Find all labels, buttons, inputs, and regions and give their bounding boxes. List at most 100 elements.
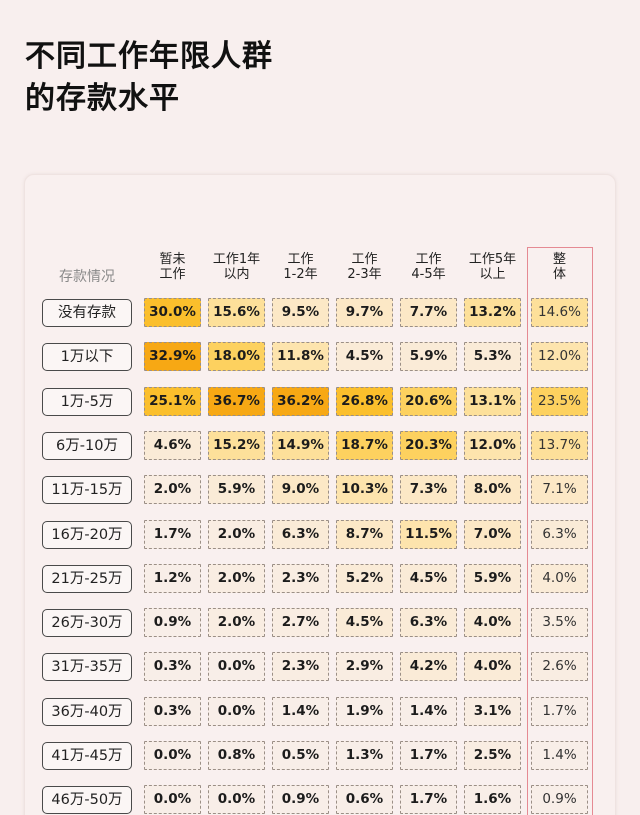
value-cell: 15.2% [208,431,265,460]
value-cell: 11.8% [272,342,329,371]
value-cell: 5.9% [464,564,521,593]
value-cell: 7.0% [464,520,521,549]
value-cell: 10.3% [336,475,393,504]
value-cell: 5.3% [464,342,521,371]
value-cell: 2.7% [272,608,329,637]
column-header-line-2: 2-3年 [347,267,382,282]
page-title: 不同工作年限人群 的存款水平 [25,36,273,120]
overall-value-cell: 6.3% [531,520,588,549]
column-header-line-1: 工作5年 [468,252,517,267]
overall-value-cell: 23.5% [531,387,588,416]
row-label: 11万-15万 [42,476,132,504]
value-cell: 4.5% [336,342,393,371]
value-cell: 12.0% [464,431,521,460]
value-cell: 1.3% [336,741,393,770]
value-cell: 2.0% [208,608,265,637]
row-label: 16万-20万 [42,521,132,549]
column-header-line-2: 体 [552,267,566,282]
value-cell: 36.2% [272,387,329,416]
column-header-line-1: 工作 [287,252,314,267]
value-cell: 0.0% [208,785,265,814]
value-cell: 1.9% [336,697,393,726]
value-cell: 1.7% [400,741,457,770]
value-cell: 2.0% [208,564,265,593]
column-header-line-1: 暂未 [159,252,186,267]
column-header: 暂未 工作 [143,252,203,282]
value-cell: 0.0% [144,785,201,814]
value-cell: 9.0% [272,475,329,504]
column-header-line-2: 以内 [223,267,250,282]
row-label: 1万以下 [42,343,132,371]
value-cell: 36.7% [208,387,265,416]
value-cell: 14.9% [272,431,329,460]
value-cell: 0.3% [144,652,201,681]
value-cell: 0.9% [272,785,329,814]
value-cell: 4.0% [464,652,521,681]
value-cell: 4.0% [464,608,521,637]
row-label: 26万-30万 [42,609,132,637]
value-cell: 6.3% [272,520,329,549]
value-cell: 13.2% [464,298,521,327]
value-cell: 1.4% [272,697,329,726]
overall-value-cell: 4.0% [531,564,588,593]
column-header-line-1: 工作 [351,252,378,267]
value-cell: 4.5% [400,564,457,593]
value-cell: 4.5% [336,608,393,637]
value-cell: 15.6% [208,298,265,327]
value-cell: 2.9% [336,652,393,681]
value-cell: 1.7% [400,785,457,814]
value-cell: 30.0% [144,298,201,327]
overall-value-cell: 12.0% [531,342,588,371]
overall-value-cell: 0.9% [531,785,588,814]
value-cell: 2.5% [464,741,521,770]
value-cell: 4.6% [144,431,201,460]
column-header: 工作 2-3年 [335,252,395,282]
value-cell: 18.7% [336,431,393,460]
row-label: 没有存款 [42,299,132,327]
value-cell: 8.0% [464,475,521,504]
row-label: 21万-25万 [42,565,132,593]
row-label: 41万-45万 [42,742,132,770]
value-cell: 2.3% [272,652,329,681]
column-header-line-1: 工作1年 [212,252,261,267]
value-cell: 0.5% [272,741,329,770]
column-header: 工作5年 以上 [463,252,523,282]
value-cell: 5.2% [336,564,393,593]
value-cell: 0.0% [144,741,201,770]
value-cell: 0.0% [208,697,265,726]
overall-value-cell: 1.7% [531,697,588,726]
row-label: 1万-5万 [42,388,132,416]
column-header: 工作 1-2年 [271,252,331,282]
value-cell: 1.4% [400,697,457,726]
value-cell: 0.8% [208,741,265,770]
overall-value-cell: 13.7% [531,431,588,460]
value-cell: 20.3% [400,431,457,460]
value-cell: 1.2% [144,564,201,593]
value-cell: 7.3% [400,475,457,504]
value-cell: 9.5% [272,298,329,327]
value-cell: 9.7% [336,298,393,327]
value-cell: 0.0% [208,652,265,681]
value-cell: 1.7% [144,520,201,549]
value-cell: 25.1% [144,387,201,416]
overall-value-cell: 3.5% [531,608,588,637]
overall-value-cell: 7.1% [531,475,588,504]
value-cell: 8.7% [336,520,393,549]
value-cell: 18.0% [208,342,265,371]
value-cell: 13.1% [464,387,521,416]
column-header-line-2: 4-5年 [411,267,446,282]
row-label: 31万-35万 [42,653,132,681]
value-cell: 2.3% [272,564,329,593]
column-header-line-1: 整 [552,252,566,267]
row-label: 46万-50万 [42,786,132,814]
row-label: 36万-40万 [42,698,132,726]
overall-value-cell: 1.4% [531,741,588,770]
value-cell: 4.2% [400,652,457,681]
value-cell: 5.9% [400,342,457,371]
value-cell: 6.3% [400,608,457,637]
value-cell: 0.6% [336,785,393,814]
row-header-label: 存款情况 [59,269,115,285]
value-cell: 7.7% [400,298,457,327]
overall-value-cell: 2.6% [531,652,588,681]
value-cell: 2.0% [144,475,201,504]
